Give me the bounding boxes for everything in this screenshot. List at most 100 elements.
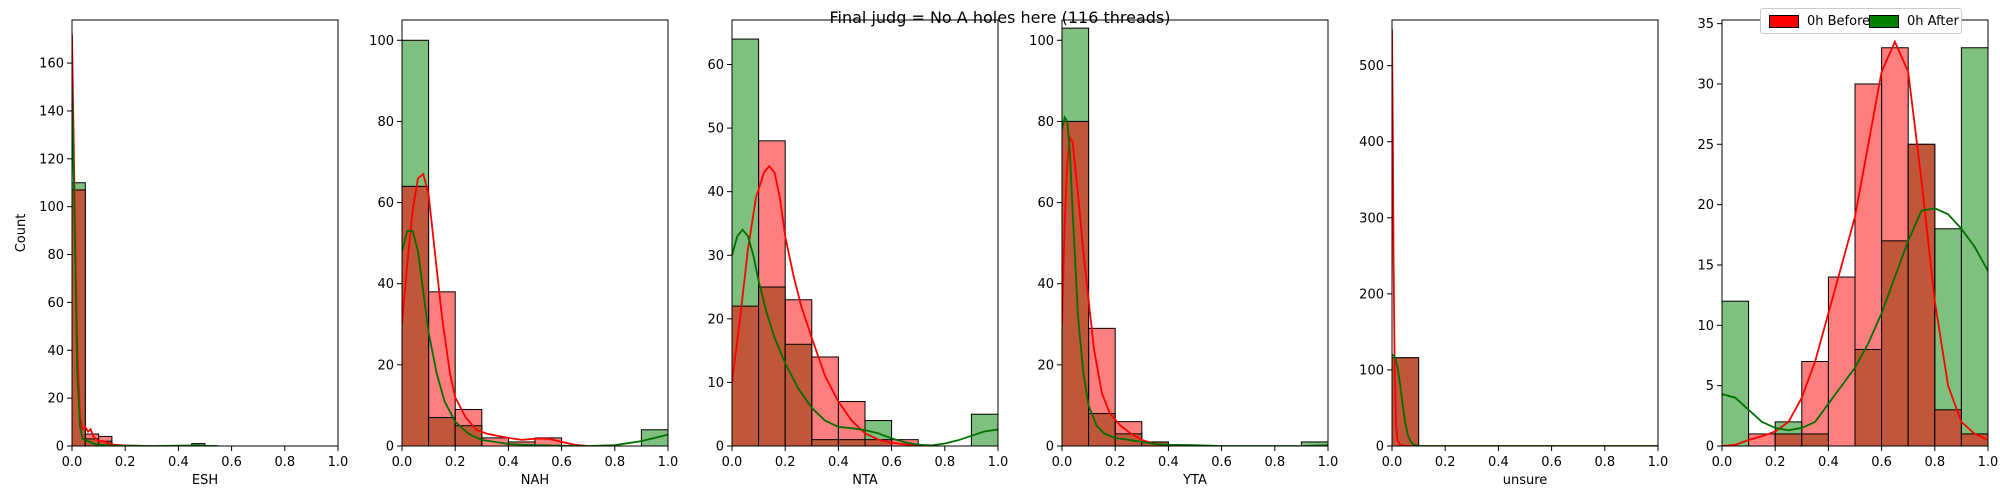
x-tick-label: 0.0 [1052, 455, 1073, 470]
x-tick-label: 0.8 [274, 455, 295, 470]
x-tick-label: 0.2 [115, 455, 136, 470]
x-tick-label: 0.4 [1158, 455, 1179, 470]
subplot-2: 0.0 0.2 0.4 0.6 0.8 1.0 0 20 40 60 80 100 NAH [369, 19, 679, 488]
subplot-1: 0.0 0.2 0.4 0.6 0.8 1.0 0 20 40 60 80 100 120 140 160 E… [14, 19, 348, 488]
y-tick-label: 50 [707, 122, 724, 137]
y-tick-label: 0 [1376, 440, 1384, 455]
y-tick-label: 100 [39, 200, 64, 215]
kde-before-curve [1392, 29, 1658, 446]
bar-overlap-0.500 [864, 439, 893, 447]
bar-overlap-0.400 [837, 439, 866, 447]
x-tick-label: 0.0 [62, 455, 83, 470]
y-tick-label: 40 [707, 185, 724, 200]
y-tick-label: 40 [47, 344, 64, 359]
legend-swatch-before [1769, 14, 1799, 28]
kde-after-curve [1722, 207, 1988, 432]
subplot-5: 0.0 0.2 0.4 0.6 0.8 1.0 0 100 200 300 400 500 unsure [1359, 19, 1669, 488]
y-tick-label: 10 [1697, 319, 1714, 334]
legend-item-before: 0h Before [1769, 13, 1870, 29]
bar-after-0.000 [1721, 300, 1750, 447]
legend-swatch-after [1869, 14, 1899, 28]
x-tick-label: 0.6 [221, 455, 242, 470]
kde-after-curve [72, 86, 219, 446]
kde-after-curve [402, 230, 668, 446]
y-tick-label: 100 [1359, 363, 1384, 378]
bar-overlap-0.000 [401, 185, 430, 447]
x-tick-label: 1.0 [1648, 455, 1669, 470]
kde-after-curve [1392, 353, 1658, 446]
bar-before-0.300 [811, 356, 839, 447]
y-tick-label: 60 [1037, 196, 1054, 211]
y-tick-label: 500 [1359, 59, 1384, 74]
y-tick-label: 35 [1697, 17, 1714, 32]
axes-frame [71, 19, 339, 447]
axes-frame [1061, 19, 1329, 447]
x-tick-label: 1.0 [1318, 455, 1339, 470]
x-tick-label: 0.6 [1541, 455, 1562, 470]
y-tick-label: 20 [707, 312, 724, 327]
axes-frame [1391, 19, 1659, 447]
y-tick-label: 40 [377, 277, 394, 292]
y-tick-label: 160 [39, 57, 64, 72]
bar-overlap-0.000 [731, 305, 760, 447]
kde-before-curve [732, 164, 919, 446]
bar-overlap-0.100 [1088, 413, 1116, 447]
x-tick-label: 0.8 [604, 455, 625, 470]
x-axis-label: YTA [1182, 473, 1207, 488]
x-axis-label: NAH [521, 473, 549, 488]
legend-item-after: 0h After [1869, 13, 1959, 29]
bar-overlap-0.800 [1934, 409, 1962, 447]
x-axis-label: unsure [1503, 473, 1548, 488]
y-tick-label: 30 [1697, 77, 1714, 92]
y-tick-label: 10 [707, 376, 724, 391]
x-tick-label: 1.0 [658, 455, 679, 470]
y-tick-label: 0 [1706, 440, 1714, 455]
x-tick-label: 1.0 [1978, 455, 1999, 470]
y-tick-label: 15 [1697, 258, 1714, 273]
bar-overlap-0.600 [1881, 240, 1909, 447]
y-tick-label: 300 [1359, 211, 1384, 226]
x-tick-label: 0.4 [828, 455, 849, 470]
legend-label-before: 0h Before [1807, 13, 1871, 29]
y-tick-label: 25 [1697, 138, 1714, 153]
bar-overlap-0.500 [1854, 348, 1883, 447]
y-tick-label: 0 [1046, 440, 1054, 455]
x-tick-label: 0.0 [392, 455, 413, 470]
bar-overlap-0.900 [1960, 433, 1989, 447]
bar-overlap-0.200 [784, 343, 813, 447]
x-tick-label: 0.2 [1105, 455, 1126, 470]
y-tick-label: 60 [47, 296, 64, 311]
y-tick-label: 0 [56, 440, 64, 455]
x-tick-label: 0.2 [445, 455, 466, 470]
x-tick-label: 0.4 [1818, 455, 1839, 470]
bar-overlap-0.700 [1907, 143, 1936, 447]
x-tick-label: 0.0 [1382, 455, 1403, 470]
x-tick-label: 0.2 [1765, 455, 1786, 470]
x-axis-label: ESH [192, 473, 218, 488]
x-tick-label: 1.0 [988, 455, 1009, 470]
y-tick-label: 5 [1706, 379, 1714, 394]
axes-frame [731, 19, 999, 447]
y-tick-label: 80 [1037, 115, 1054, 130]
bar-overlap-0.300 [1801, 433, 1829, 447]
kde-before-curve [1722, 39, 1988, 446]
subplot-6: 0.0 0.2 0.4 0.6 0.8 1.0 0 5 10 15 20 25 30 35 [1697, 17, 1998, 470]
x-tick-label: 0.0 [722, 455, 743, 470]
y-tick-label: 200 [1359, 287, 1384, 302]
y-tick-label: 60 [707, 58, 724, 73]
y-tick-label: 100 [1029, 34, 1054, 49]
y-tick-label: 20 [1697, 198, 1714, 213]
y-tick-label: 30 [707, 249, 724, 264]
y-tick-label: 60 [377, 196, 394, 211]
subplot-4: 0.0 0.2 0.4 0.6 0.8 1.0 0 20 40 60 80 100 YTA [1029, 19, 1339, 488]
figure-title: Final judg = No A holes here (116 thread… [829, 8, 1171, 27]
x-tick-label: 0.2 [1435, 455, 1456, 470]
x-tick-label: 0.0 [1712, 455, 1733, 470]
x-tick-label: 0.4 [168, 455, 189, 470]
y-tick-label: 20 [1037, 358, 1054, 373]
subplot-3: 0.0 0.2 0.4 0.6 0.8 1.0 0 10 20 30 40 50 60 NTA [707, 19, 1009, 488]
bar-overlap-0.300 [811, 439, 839, 447]
x-tick-label: 0.6 [1871, 455, 1892, 470]
y-tick-label: 120 [39, 152, 64, 167]
x-tick-label: 0.8 [1594, 455, 1615, 470]
